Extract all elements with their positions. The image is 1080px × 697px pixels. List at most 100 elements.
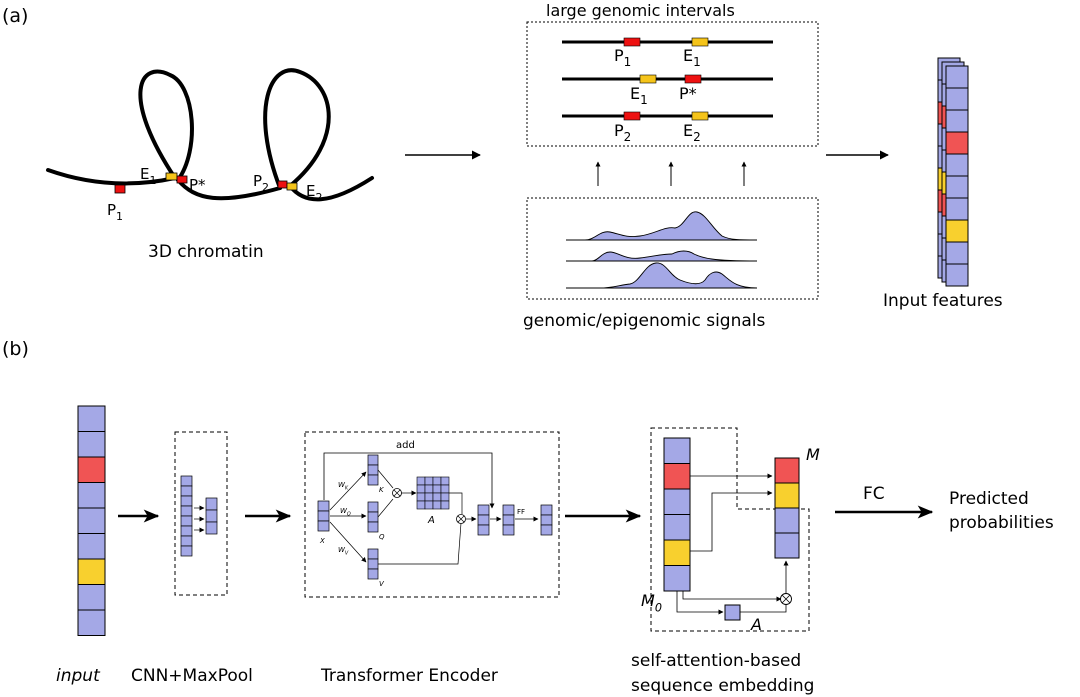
feature-front-cell <box>945 241 969 265</box>
attention-cell <box>432 484 442 494</box>
wk-arrow <box>329 471 367 511</box>
interval1-p1 <box>623 37 641 47</box>
chromatin-p1-label: P1 <box>107 201 123 223</box>
attention-cell <box>416 492 426 502</box>
attention-cell <box>432 500 442 510</box>
feature-front-cell <box>945 109 969 133</box>
m-column-cell <box>774 457 800 484</box>
k-column-cell <box>367 464 379 476</box>
interval3-p2 <box>623 111 641 121</box>
m0-column-cell <box>663 488 691 515</box>
m0-column-cell <box>663 463 691 490</box>
v-column-cell <box>367 568 379 580</box>
v-column-cell <box>367 558 379 570</box>
feature-front-cell <box>945 65 969 89</box>
fc-label: FC <box>863 484 885 504</box>
chromatin-p2-label: P2 <box>253 172 269 194</box>
m0-column-cell <box>663 514 691 541</box>
input-cell <box>77 482 106 509</box>
x-column-cell <box>317 500 330 512</box>
k-label: K <box>379 486 385 494</box>
interval3-e2-label: E2 <box>683 121 701 144</box>
chromatin-pstar-label: P* <box>189 176 206 194</box>
k-column-cell <box>367 474 379 486</box>
panel-a-label: (a) <box>2 5 28 27</box>
cnn-pool-cell <box>205 521 218 535</box>
x-label: X <box>319 537 325 545</box>
signals-caption: genomic/epigenomic signals <box>523 311 766 331</box>
cnn-conv-cell <box>180 495 193 507</box>
k-to-mul <box>377 469 394 489</box>
interval1-e1 <box>691 37 709 47</box>
cnn-conv-cell <box>180 515 193 527</box>
wv-arrow <box>329 521 367 563</box>
attention-cell <box>440 476 450 486</box>
cnn-conv-cell <box>180 535 193 547</box>
input-cell <box>77 405 106 432</box>
cnn-arrows <box>194 505 205 533</box>
interval2-pstar <box>684 74 702 84</box>
cnn-conv-cell <box>180 505 193 517</box>
embedding-box <box>650 427 810 632</box>
attention-cell <box>440 500 450 510</box>
intervals-title: large genomic intervals <box>546 1 735 20</box>
m0-to-a <box>676 591 724 615</box>
input-cell <box>77 507 106 534</box>
wk-label: WK <box>338 481 349 491</box>
input-cell <box>77 456 106 483</box>
feature-front-cell <box>945 197 969 221</box>
attention-cell <box>424 492 434 502</box>
attention-cell <box>440 492 450 502</box>
x-column-cell <box>317 510 330 522</box>
transformer-box <box>304 431 560 598</box>
q-column-cell <box>367 511 379 523</box>
mul-node-embedding-cross <box>781 594 791 604</box>
wq-label: WQ <box>340 507 351 517</box>
cnn-conv-cell <box>180 485 193 497</box>
input-features-stack <box>937 57 969 287</box>
input-cell <box>77 533 106 560</box>
input-caption: input <box>56 666 101 686</box>
chromatin-pstar-marker <box>176 175 188 184</box>
feature-front-cell <box>945 153 969 177</box>
m0-column-cell <box>663 437 691 464</box>
q-label: Q <box>379 533 385 541</box>
q-column-cell <box>367 501 379 513</box>
m-label: M <box>806 445 820 464</box>
interval2-e1-label: E1 <box>630 84 648 107</box>
transformer-internals: add X WK WQ WV K Q V A FF <box>317 440 553 588</box>
chromatin-caption: 3D chromatin <box>148 242 264 262</box>
cnn-conv-cell <box>180 525 193 537</box>
add-label: add <box>396 440 415 451</box>
embedding-caption-line2: sequence embedding <box>631 676 814 696</box>
chromatin-e1-label: E1 <box>140 165 156 187</box>
cnn-box <box>174 431 228 596</box>
residual-column-cell <box>477 524 490 536</box>
features-caption: Input features <box>883 291 1003 311</box>
signals-box <box>526 197 819 300</box>
input-column <box>77 405 106 636</box>
wv-label: WV <box>338 546 349 556</box>
input-cell <box>77 431 106 458</box>
panel-b-label: (b) <box>2 338 29 360</box>
v-to-mul <box>378 522 462 565</box>
cnn-pool-cell <box>205 509 218 523</box>
attention-cell <box>432 476 442 486</box>
input-cell <box>77 558 106 585</box>
attention-cell <box>440 484 450 494</box>
feature-front-cell <box>945 263 969 287</box>
feature-front-cell <box>945 87 969 111</box>
chromatin-e1-marker <box>165 172 178 181</box>
m-column-cell <box>774 532 800 559</box>
input-cell <box>77 584 106 611</box>
chromatin-e2-marker <box>286 182 298 191</box>
attention-cell <box>416 500 426 510</box>
attention-cell <box>416 484 426 494</box>
v-column-cell <box>367 548 379 560</box>
cnn-conv-cell <box>180 545 193 557</box>
k-column-cell <box>367 454 379 466</box>
enhancer-to-m <box>690 490 773 552</box>
add-connection <box>323 452 495 509</box>
ff-input-column-cell <box>502 504 515 516</box>
